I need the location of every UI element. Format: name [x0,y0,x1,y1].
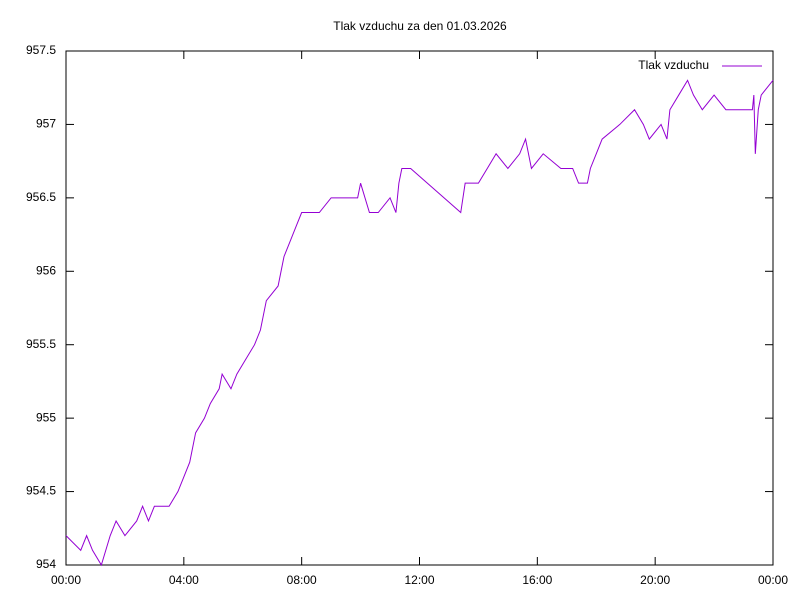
x-tick-label: 04:00 [169,573,199,587]
y-tick-label: 954.5 [26,484,56,498]
y-tick-label: 955 [36,410,56,424]
x-tick-label: 08:00 [287,573,317,587]
x-tick-label: 16:00 [522,573,552,587]
x-tick-label: 12:00 [404,573,434,587]
y-tick-label: 956 [36,263,56,277]
y-tick-label: 957.5 [26,43,56,57]
y-tick-label: 957 [36,117,56,131]
y-tick-label: 954 [36,557,56,571]
chart-title: Tlak vzduchu za den 01.03.2026 [333,19,507,33]
x-tick-label: 20:00 [640,573,670,587]
y-tick-label: 956.5 [26,190,56,204]
legend-label: Tlak vzduchu [638,58,709,72]
y-tick-label: 955.5 [26,337,56,351]
x-tick-label: 00:00 [758,573,788,587]
plot-border [65,50,774,566]
data-line [65,79,774,567]
x-tick-label: 00:00 [51,573,81,587]
